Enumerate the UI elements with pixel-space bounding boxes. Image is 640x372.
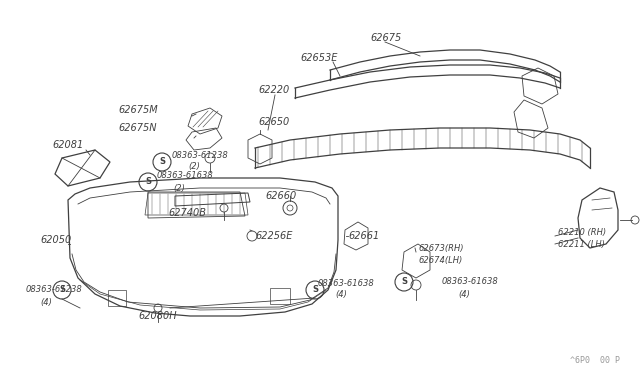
Text: 62674(LH): 62674(LH) xyxy=(418,256,462,264)
Text: 08363-61638: 08363-61638 xyxy=(157,171,214,180)
Text: 62081: 62081 xyxy=(52,140,83,150)
Text: S: S xyxy=(312,285,318,295)
Text: 62675: 62675 xyxy=(370,33,401,43)
Text: 62653E: 62653E xyxy=(300,53,337,63)
Text: 62050: 62050 xyxy=(40,235,71,245)
Text: 08363-61638: 08363-61638 xyxy=(318,279,375,288)
Text: (4): (4) xyxy=(458,289,470,298)
Text: (2): (2) xyxy=(188,163,200,171)
Text: 62740B: 62740B xyxy=(168,208,206,218)
Text: ^6P0  00 P: ^6P0 00 P xyxy=(570,356,620,365)
Text: (4): (4) xyxy=(335,291,347,299)
Text: 62211 (LH): 62211 (LH) xyxy=(558,240,605,248)
Text: 62660: 62660 xyxy=(265,191,296,201)
Text: 08363-61238: 08363-61238 xyxy=(26,285,83,295)
Text: 08363-61238: 08363-61238 xyxy=(172,151,228,160)
Text: 62675M: 62675M xyxy=(118,105,157,115)
Text: S: S xyxy=(145,177,151,186)
Text: 62080H: 62080H xyxy=(138,311,177,321)
Text: 62256E: 62256E xyxy=(255,231,292,241)
Text: 62673(RH): 62673(RH) xyxy=(418,244,463,253)
Text: 62661: 62661 xyxy=(348,231,380,241)
Text: 08363-61638: 08363-61638 xyxy=(442,278,499,286)
Text: 62220: 62220 xyxy=(258,85,289,95)
Text: S: S xyxy=(159,157,165,167)
Text: S: S xyxy=(59,285,65,295)
Text: 62675N: 62675N xyxy=(118,123,157,133)
Text: 62650: 62650 xyxy=(258,117,289,127)
Text: S: S xyxy=(401,278,407,286)
Text: (4): (4) xyxy=(40,298,52,307)
Text: (2): (2) xyxy=(173,183,185,192)
Text: 62210 (RH): 62210 (RH) xyxy=(558,228,606,237)
